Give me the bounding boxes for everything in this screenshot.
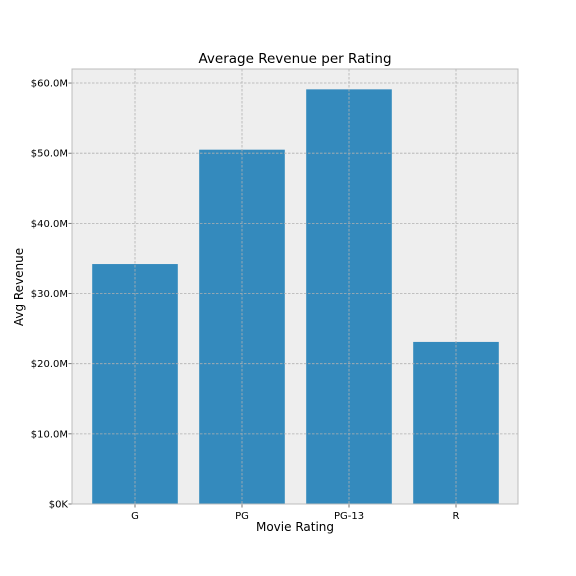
x-axis-label: Movie Rating [256,520,334,534]
y-tick-label: $60.0M [31,79,68,90]
y-axis-ticks: $0K $10.0M $20.0M $30.0M $40.0M $50.0M $60.0M [31,79,72,511]
chart-title: Average Revenue per Rating [198,51,391,67]
y-tick-label: $10.0M [31,429,68,440]
y-tick-label: $50.0M [31,149,68,160]
y-tick-label: $30.0M [31,289,68,300]
y-tick-label: $20.0M [31,359,68,370]
y-tick-label: $40.0M [31,219,68,230]
y-tick-label: $0K [49,500,69,511]
y-axis-label: Avg Revenue [12,248,26,326]
bar-g [92,264,178,504]
x-tick-label: G [131,511,139,522]
x-tick-label: PG-13 [334,511,364,522]
x-tick-label: PG [235,511,249,522]
x-tick-label: R [453,511,460,522]
